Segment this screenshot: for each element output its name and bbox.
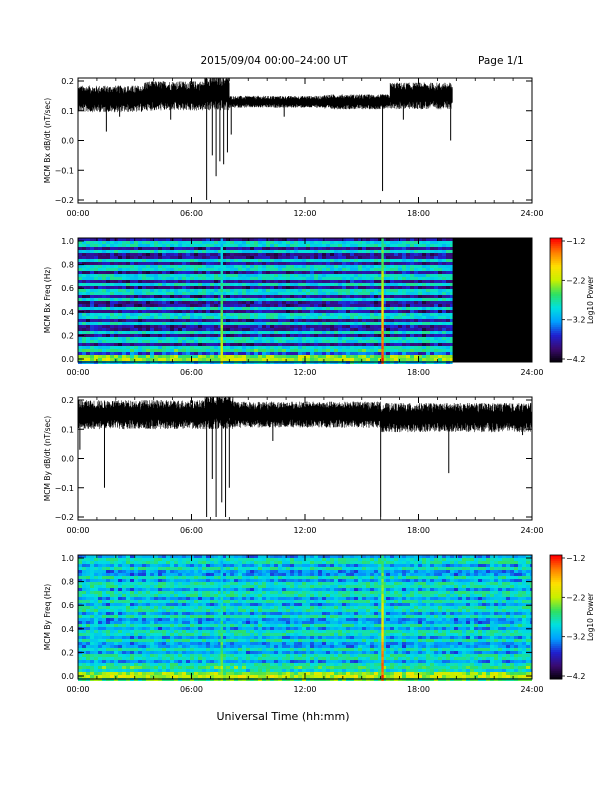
panel-by-spectrogram: 00:00 06:00 12:00 18:00 24:00 1.0 0.8 0.6 0.4 0.2… [43,554,595,694]
colorbar-tick-label: −4.2 [566,355,585,364]
x-tick-label: 06:00 [180,526,203,535]
y-tick-label: 1.0 [61,554,74,563]
x-tick-label: 12:00 [293,209,316,218]
colorbar-tick-label: −2.2 [566,276,585,285]
colorbar-tick-label: −3.2 [566,633,585,642]
colorbar-frame [549,237,563,363]
y-tick-label: −0.2 [55,196,74,205]
y-tick-label: 0.4 [61,625,74,634]
y-tick-label: 0.8 [61,578,74,587]
y-tick-label: 0.8 [61,261,74,270]
y-tick-label: 0.0 [61,672,74,681]
y-axis-label: MCM By Freq (Hz) [43,584,52,650]
y-tick-label: 0.1 [61,425,74,434]
x-tick-label: 12:00 [293,685,316,694]
y-tick-label: −0.2 [55,513,74,522]
colorbar-tick-label: −1.2 [566,237,585,246]
y-tick-label: 0.0 [61,355,74,364]
panel-bx-spectrogram: 00:00 06:00 12:00 18:00 24:00 1.0 0.8 0.6 0.4 0.2… [43,237,595,377]
y-tick-label: 0.0 [61,455,74,464]
colorbar-tick-label: −2.2 [566,593,585,602]
x-tick-label: 00:00 [66,685,89,694]
y-axis-label: MCM By dB/dt (nT/sec) [43,416,52,501]
y-tick-label: 0.4 [61,308,74,317]
x-axis-label: Universal Time (hh:mm) [217,710,350,723]
x-tick-label: 24:00 [520,526,543,535]
y-tick-label: −0.1 [55,484,74,493]
y-tick-label: 0.2 [61,648,74,657]
colorbar: −1.2 −2.2 −3.2 −4.2 Log10 Power [549,554,595,681]
x-tick-label: 18:00 [407,685,430,694]
panel-by-timeseries: 00:00 06:00 12:00 18:00 24:00 0.2 0.1 0.0 −0.1 −0… [43,396,544,535]
y-tick-label: 0.2 [61,331,74,340]
x-tick-label: 24:00 [520,685,543,694]
spectrogram-cells [78,238,453,364]
x-tick-label: 12:00 [293,368,316,377]
y-tick-label: 0.2 [61,77,74,86]
y-tick-label: 0.0 [61,137,74,146]
colorbar-frame [549,554,563,680]
colorbar-label: Log10 Power [586,275,595,324]
page-indicator: Page 1/1 [478,55,524,67]
y-axis-label: MCM Bx dB/dt (nT/sec) [43,98,52,183]
y-tick-label: 0.6 [61,284,74,293]
x-tick-label: 06:00 [180,685,203,694]
x-tick-label: 00:00 [66,526,89,535]
y-axis-label: MCM Bx Freq (Hz) [43,267,52,333]
x-tick-label: 18:00 [407,209,430,218]
x-tick-label: 00:00 [66,209,89,218]
x-tick-label: 00:00 [66,368,89,377]
x-tick-label: 12:00 [293,526,316,535]
signal-trace [77,78,453,113]
figure-title: 2015/09/04 00:00–24:00 UT [200,55,348,67]
spectrogram-cells [78,555,532,681]
y-tick-label: −0.1 [55,166,74,175]
y-tick-label: 0.2 [61,396,74,405]
panel-bx-timeseries: 00:00 06:00 12:00 18:00 24:00 0.2 0.1 0.0 −0.1 −0… [43,77,544,218]
x-tick-label: 24:00 [520,209,543,218]
x-tick-label: 18:00 [407,368,430,377]
y-tick-label: 0.1 [61,107,74,116]
x-tick-label: 24:00 [520,368,543,377]
x-tick-label: 06:00 [180,209,203,218]
x-tick-label: 18:00 [407,526,430,535]
colorbar-label: Log10 Power [586,592,595,641]
colorbar-tick-label: −4.2 [566,672,585,681]
colorbar-tick-label: −1.2 [566,554,585,563]
colorbar: −1.2 −2.2 −3.2 −4.2 Log10 Power [549,237,595,364]
y-tick-label: 1.0 [61,237,74,246]
colorbar-tick-label: −3.2 [566,316,585,325]
y-tick-label: 0.6 [61,601,74,610]
x-tick-label: 06:00 [180,368,203,377]
